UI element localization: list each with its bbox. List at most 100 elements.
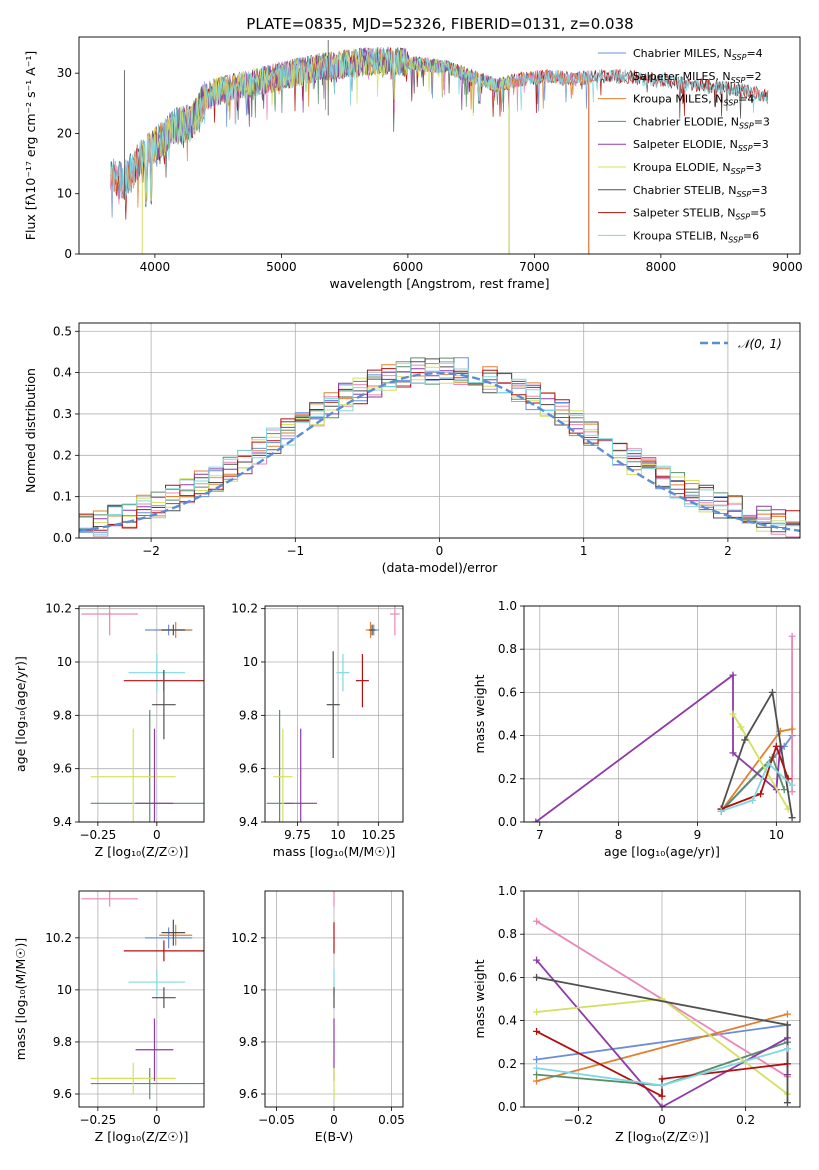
legend-label: Kroupa STELIB, NSSP=6 — [633, 229, 759, 244]
weight-marker — [788, 725, 796, 733]
legend-label-end: =3 — [753, 138, 769, 151]
x-tick-label: 10 — [330, 828, 345, 842]
y-tick-label: 0.6 — [498, 970, 517, 984]
y-tick-label: 9.4 — [239, 815, 258, 829]
x-axis-label: Z [log₁₀(Z/Z☉)] — [95, 844, 189, 859]
y-axis-label: mass weight — [472, 959, 487, 1038]
legend-label: Chabrier ELODIE, NSSP=3 — [633, 115, 770, 130]
legend-label-end: =5 — [750, 207, 766, 220]
y-tick-label: 9.6 — [239, 762, 258, 776]
y-tick-label: 0.4 — [498, 1014, 517, 1028]
spectrum-lines — [110, 40, 769, 254]
legend-label-sub: SSP — [739, 121, 754, 130]
x-axis-label: Z [log₁₀(Z/Z☉)] — [95, 1129, 189, 1144]
x-axis-label: wavelength [Angstrom, rest frame] — [329, 276, 549, 291]
weight-marker — [749, 796, 757, 804]
weight-marker — [788, 781, 796, 789]
y-tick-label: 0.0 — [53, 531, 72, 545]
legend-label: Chabrier STELIB, NSSP=3 — [633, 184, 767, 199]
x-tick-label: 7 — [536, 828, 544, 842]
x-axis-label: mass [log₁₀(M/M☉)] — [273, 844, 395, 859]
axes-frame — [264, 605, 404, 823]
axes-frame — [78, 890, 205, 1108]
legend-label-sub: SSP — [728, 235, 743, 244]
weight-marker — [658, 1081, 666, 1089]
legend-label-text: Chabrier ELODIE, N — [633, 115, 739, 128]
y-tick-label: 20 — [57, 126, 72, 140]
legend-label: Chabrier MILES, NSSP=4 — [633, 47, 763, 62]
weight-marker — [729, 710, 737, 718]
y-tick-label: 10 — [57, 983, 72, 997]
x-axis-label: E(B-V) — [315, 1129, 354, 1144]
legend-label-sub: SSP — [731, 76, 746, 85]
y-tick-label: 0.1 — [53, 490, 72, 504]
weight-marker — [533, 1064, 541, 1072]
legend-label-sub: SSP — [737, 190, 752, 199]
legend-label-text: Kroupa STELIB, N — [633, 229, 728, 242]
y-tick-label: 10 — [57, 187, 72, 201]
spectrum-axes: 4000 5000 6000 7000 8000 9000 0 10 20 30 wavelengt… — [23, 36, 803, 291]
y-tick-label: 9.8 — [239, 1035, 258, 1049]
x-tick-label: 7000 — [519, 260, 550, 274]
weight-marker — [783, 1099, 791, 1107]
y-tick-label: 0.5 — [53, 324, 72, 338]
y-axis-label: mass [log₁₀(M/M☉)] — [13, 938, 28, 1060]
y-tick-label: 9.8 — [53, 708, 72, 722]
weight-marker — [533, 973, 541, 981]
legend-label-end: =3 — [751, 184, 767, 197]
y-tick-label: 0.2 — [53, 448, 72, 462]
legend-label-sub: SSP — [731, 167, 746, 176]
weight-vs-Z-axes: −0.2 0 0.2 0.0 0.2 0.4 0.6 0.8 1.0 Z [log₁₀(Z/Z☉)… — [472, 884, 801, 1144]
histograms — [79, 357, 800, 538]
y-tick-label: 0.4 — [53, 366, 72, 380]
weight-line-kroupa-miles — [536, 1013, 788, 1082]
x-axis-label: Z [log₁₀(Z/Z☉)] — [615, 1129, 709, 1144]
axes-frame — [523, 890, 801, 1108]
y-tick-label: 0.0 — [498, 815, 517, 829]
x-axis-label: age [log₁₀(age/yr)] — [604, 844, 720, 859]
y-axis-label: age [log₁₀(age/yr)] — [13, 656, 28, 772]
weight-line-kroupa-stelib — [720, 762, 793, 813]
legend-label-end: =3 — [754, 115, 770, 128]
residuals-axes: −2 −1 0 1 2 0.0 0.1 0.2 0.3 0.4 0.5 (data-model)/er… — [23, 322, 801, 575]
x-tick-label: 9 — [694, 828, 702, 842]
weight-marker — [658, 1075, 666, 1083]
weight-marker — [772, 742, 780, 750]
legend-label-end: =3 — [745, 161, 761, 174]
mass-vs-Z-axes: −0.25 0 9.6 9.8 10 10.2 Z [log₁₀(Z/Z☉)] mass [l… — [13, 890, 205, 1144]
weight-marker — [780, 786, 788, 794]
axes-frame — [523, 605, 801, 823]
weight-marker — [764, 760, 772, 768]
legend-label: Salpeter MILES, NSSP=2 — [633, 70, 762, 85]
legend-label: Salpeter ELODIE, NSSP=3 — [633, 138, 769, 153]
spectrum-line-kroupa-elodie-n-ssp- — [142, 46, 510, 205]
x-tick-label: −0.05 — [258, 1113, 295, 1127]
x-tick-label: 9.75 — [284, 828, 311, 842]
y-tick-label: 0.2 — [498, 772, 517, 786]
y-tick-label: 9.8 — [53, 1035, 72, 1049]
y-tick-label: 10.2 — [45, 931, 72, 945]
y-tick-label: 0.3 — [53, 407, 72, 421]
y-tick-label: 1.0 — [498, 599, 517, 613]
x-tick-label: 10.25 — [361, 828, 395, 842]
weight-marker — [788, 632, 796, 640]
x-tick-label: 0.05 — [378, 1113, 405, 1127]
y-tick-label: 10.2 — [231, 602, 258, 616]
y-tick-label: 1.0 — [498, 884, 517, 898]
legend-label: Kroupa MILES, NSSP=4 — [633, 93, 754, 108]
y-tick-label: 0.2 — [498, 1057, 517, 1071]
x-tick-label: 0.2 — [736, 1113, 755, 1127]
legend-label-end: =4 — [746, 47, 762, 60]
legend-label: Kroupa ELODIE, NSSP=3 — [633, 161, 762, 176]
mass-vs-Z-points — [81, 891, 204, 1100]
legend-label-text: Chabrier STELIB, N — [633, 184, 737, 197]
y-tick-label: 10.2 — [45, 602, 72, 616]
weight-line-salpeter-stelib — [720, 743, 790, 810]
y-tick-label: 9.6 — [53, 1087, 72, 1101]
y-tick-label: 0.8 — [498, 642, 517, 656]
weight-marker — [532, 818, 540, 822]
y-axis-label: mass weight — [472, 674, 487, 753]
weight-marker — [741, 736, 749, 744]
x-tick-label: 1 — [580, 544, 588, 558]
y-tick-label: 0 — [64, 247, 72, 261]
